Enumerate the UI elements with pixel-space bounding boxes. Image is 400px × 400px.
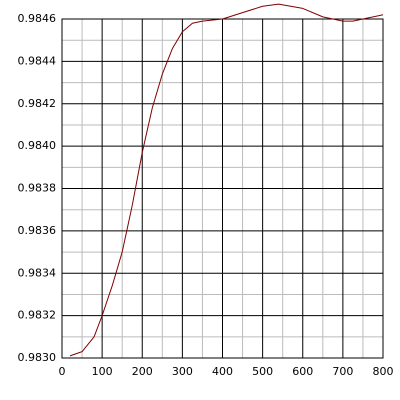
y-tick-label: 0.9838 [18, 182, 57, 195]
line [69, 3, 384, 357]
x-tick-label: 700 [332, 365, 353, 378]
x-tick-label: 300 [172, 365, 193, 378]
x-tick-label: 100 [92, 365, 113, 378]
y-tick-label: 0.9840 [18, 139, 57, 152]
x-tick-label: 500 [252, 365, 273, 378]
x-tick-label: 400 [212, 365, 233, 378]
x-tick-label: 200 [132, 365, 153, 378]
y-tick-label: 0.9830 [18, 351, 57, 364]
y-tick-label: 0.9844 [18, 54, 57, 67]
y-tick-label: 0.9846 [18, 12, 57, 25]
y-tick-label: 0.9834 [18, 266, 57, 279]
x-tick-label: 0 [59, 365, 66, 378]
y-tick-label: 0.9832 [18, 309, 57, 322]
y-tick-label: 0.9836 [18, 224, 57, 237]
y-tick-label: 0.9842 [18, 97, 57, 110]
x-tick-label: 600 [292, 365, 313, 378]
x-tick-label: 800 [373, 365, 394, 378]
